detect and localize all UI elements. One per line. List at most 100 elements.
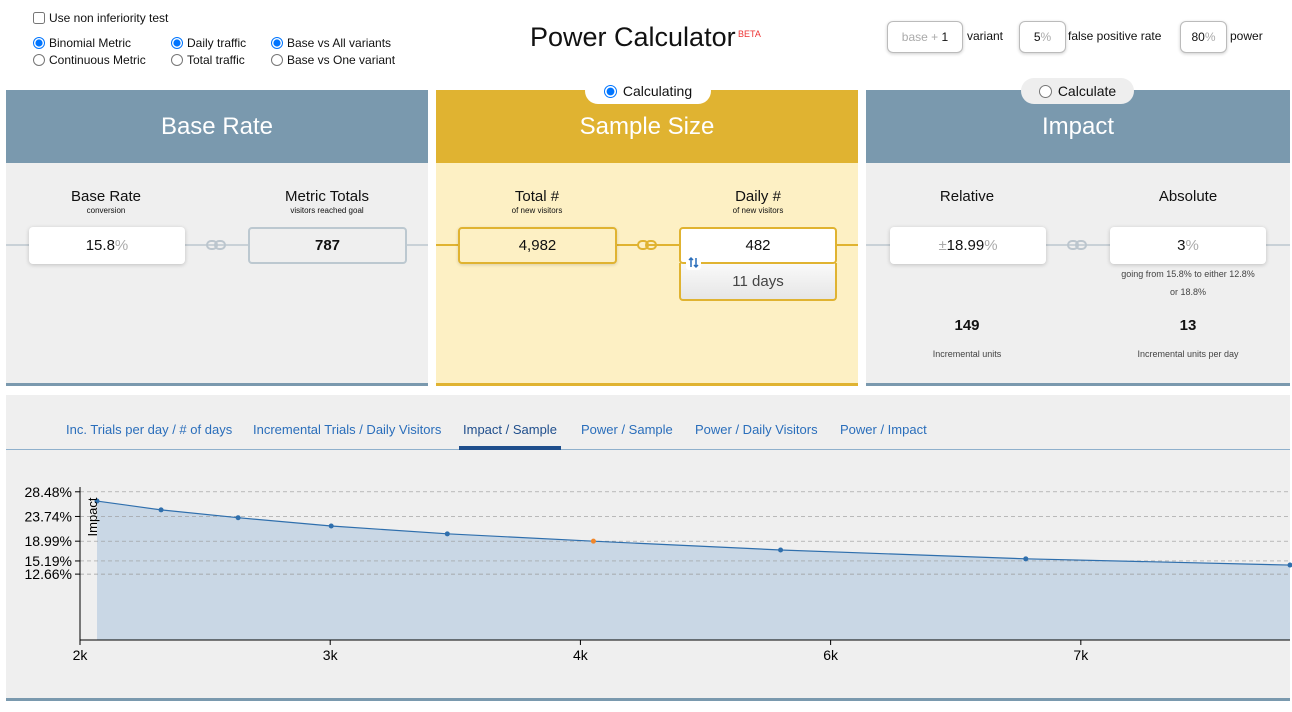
panel: Base Rate: [6, 90, 428, 386]
radio[interactable]: [171, 37, 183, 49]
option: Binomial Metric: [33, 36, 131, 50]
toggle[interactable]: Calculate: [1021, 78, 1134, 104]
y-axis-label: Impact: [85, 497, 100, 536]
value: 18.99: [946, 237, 985, 254]
point: [94, 498, 100, 504]
badge: BETA: [738, 29, 761, 39]
radio[interactable]: [171, 54, 183, 66]
field-sublabel: conversion: [86, 206, 126, 215]
option: Total traffic: [171, 53, 245, 67]
note: going from 15.8% to either 12.8%: [1121, 269, 1255, 279]
value: 3: [1177, 237, 1186, 254]
radio[interactable]: [271, 37, 283, 49]
option-label: Daily traffic: [187, 36, 247, 50]
point: [235, 515, 241, 521]
field-sublabel: of new visitors: [732, 206, 784, 215]
y-tick-label: 15.19%: [25, 553, 72, 569]
setting-label: power: [1230, 29, 1263, 43]
input[interactable]: ±18.99%: [890, 227, 1046, 264]
link-icon: [1067, 240, 1087, 250]
toggle-label: Calculating: [622, 83, 693, 99]
tab-underline: [459, 446, 561, 450]
chart: 28.48% 23.74% 18.99% 15.19%12.66% 2k 3k 4k 6k 7k…: [25, 484, 1292, 663]
panel: Impact: [866, 90, 1290, 386]
y-tick-label: 28.48%: [25, 484, 72, 500]
stat: 149: [954, 317, 980, 334]
option-label: Base vs One variant: [287, 53, 396, 67]
note: or 18.8%: [1169, 287, 1207, 297]
option-label: Binomial Metric: [49, 36, 132, 50]
radio[interactable]: [603, 84, 617, 98]
value: 15.8: [85, 237, 115, 254]
setting-label: variant: [967, 29, 1004, 43]
stat-label: Incremental units: [932, 349, 1002, 359]
checkbox[interactable]: [33, 12, 45, 24]
area: [97, 501, 1291, 640]
radio[interactable]: [271, 54, 283, 66]
panel-body: [6, 163, 428, 386]
toggle[interactable]: Calculating: [585, 78, 711, 104]
unit: %: [1040, 30, 1052, 44]
input[interactable]: 4,982: [458, 227, 617, 264]
point: [158, 507, 164, 513]
stat: 13: [1179, 317, 1197, 334]
field-sublabel: visitors reached goal: [290, 206, 364, 215]
point: [778, 547, 784, 553]
stat-label: Incremental units per day: [1137, 349, 1239, 359]
swap-icon[interactable]: [686, 255, 701, 270]
input[interactable]: 787: [248, 227, 407, 264]
field-sublabel: of new visitors: [511, 206, 563, 215]
duration: 11 days: [679, 263, 837, 301]
fpr-input[interactable]: 5%: [1019, 21, 1066, 53]
field-label: Total #: [514, 188, 560, 205]
value: 5: [1033, 30, 1041, 44]
setting-label: false positive rate: [1068, 29, 1162, 43]
radio[interactable]: [1038, 84, 1052, 98]
x-tick-label: 4k: [573, 647, 589, 663]
option: Use non inferiority test: [33, 11, 168, 25]
link-icon: [206, 240, 226, 250]
tab[interactable]: Power / Sample: [581, 422, 673, 437]
point: [328, 523, 334, 529]
option-label: Total traffic: [187, 53, 245, 67]
option: Continuous Metric: [33, 53, 146, 67]
input[interactable]: 482: [679, 227, 837, 264]
tab[interactable]: Impact / Sample: [463, 422, 557, 437]
input[interactable]: 15.8%: [29, 227, 185, 264]
tab-rule: [6, 449, 1290, 450]
field-label: Absolute: [1158, 188, 1218, 205]
field-label: Relative: [939, 188, 995, 205]
input[interactable]: 3%: [1110, 227, 1266, 264]
field-label: Base Rate: [70, 188, 142, 205]
x-tick-label: 3k: [323, 647, 339, 663]
panel-title: Base Rate: [6, 90, 428, 163]
point: [1287, 562, 1292, 568]
option: Base vs All variants: [271, 36, 391, 50]
radio[interactable]: [33, 54, 45, 66]
prefix: base +: [901, 30, 942, 44]
unit: %: [1204, 30, 1216, 44]
panel-body: [866, 163, 1290, 386]
unit: %: [984, 237, 998, 254]
x-tick-label: 7k: [1073, 647, 1089, 663]
tab[interactable]: Power / Impact: [840, 422, 927, 437]
radio[interactable]: [33, 37, 45, 49]
value: 11 days: [732, 272, 784, 290]
toggle-label: Calculate: [1057, 83, 1117, 99]
power-input[interactable]: 80%: [1180, 21, 1227, 53]
field-label: Daily #: [735, 188, 781, 205]
title: Power Calculator: [530, 22, 736, 52]
point: [590, 538, 596, 544]
tab[interactable]: Inc. Trials per day / # of days: [66, 422, 233, 437]
value: 1: [941, 30, 949, 44]
y-tick-label: 12.66%: [25, 566, 72, 582]
unit: %: [1185, 237, 1199, 254]
tab[interactable]: Incremental Trials / Daily Visitors: [253, 422, 442, 437]
option-label: Use non inferiority test: [49, 11, 169, 25]
variant-input[interactable]: base + 1: [887, 21, 963, 53]
prefix: ±: [938, 237, 947, 254]
value: 482: [745, 237, 771, 254]
tab[interactable]: Power / Daily Visitors: [695, 422, 818, 437]
x-tick-label: 2k: [73, 647, 89, 663]
